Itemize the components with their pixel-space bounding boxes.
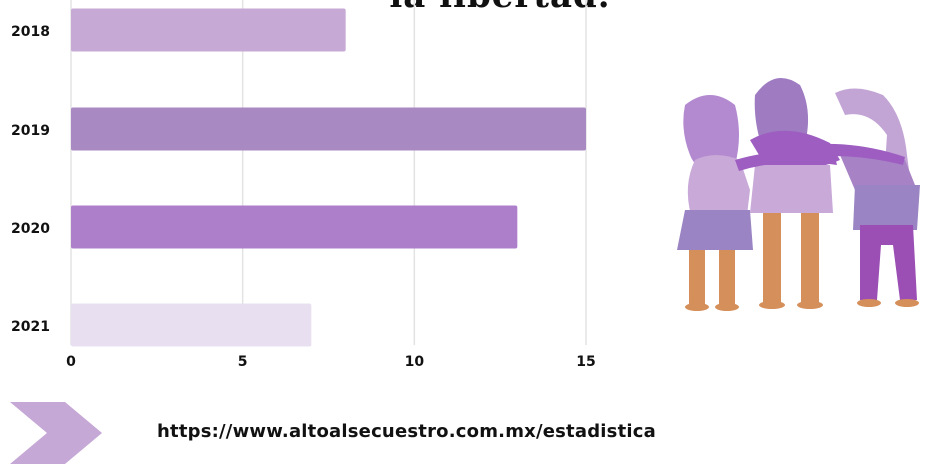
x-tick-label-0: 0 [66, 354, 76, 370]
x-tick-label-15: 15 [576, 354, 595, 370]
chevron-arrow-icon [10, 402, 102, 464]
y-tick-label-2020: 2020 [11, 221, 50, 237]
x-tick-label-10: 10 [405, 354, 425, 370]
source-url: https://www.altoalsecuestro.com.mx/estad… [157, 421, 656, 442]
bar-2021 [71, 303, 312, 347]
y-tick-label-2019: 2019 [11, 123, 50, 139]
bar-2018 [71, 8, 346, 52]
bar-2020 [71, 205, 518, 249]
y-tick-label-2018: 2018 [11, 24, 50, 40]
bar-2019 [71, 107, 586, 151]
x-tick-label-5: 5 [238, 354, 248, 370]
bar-chart: 2018 2019 2020 2021 0 5 10 15 [11, 0, 596, 370]
three-women-embracing-illustration [677, 77, 920, 311]
y-tick-label-2021: 2021 [11, 319, 50, 335]
chart-title: la libertad. [300, 0, 700, 16]
